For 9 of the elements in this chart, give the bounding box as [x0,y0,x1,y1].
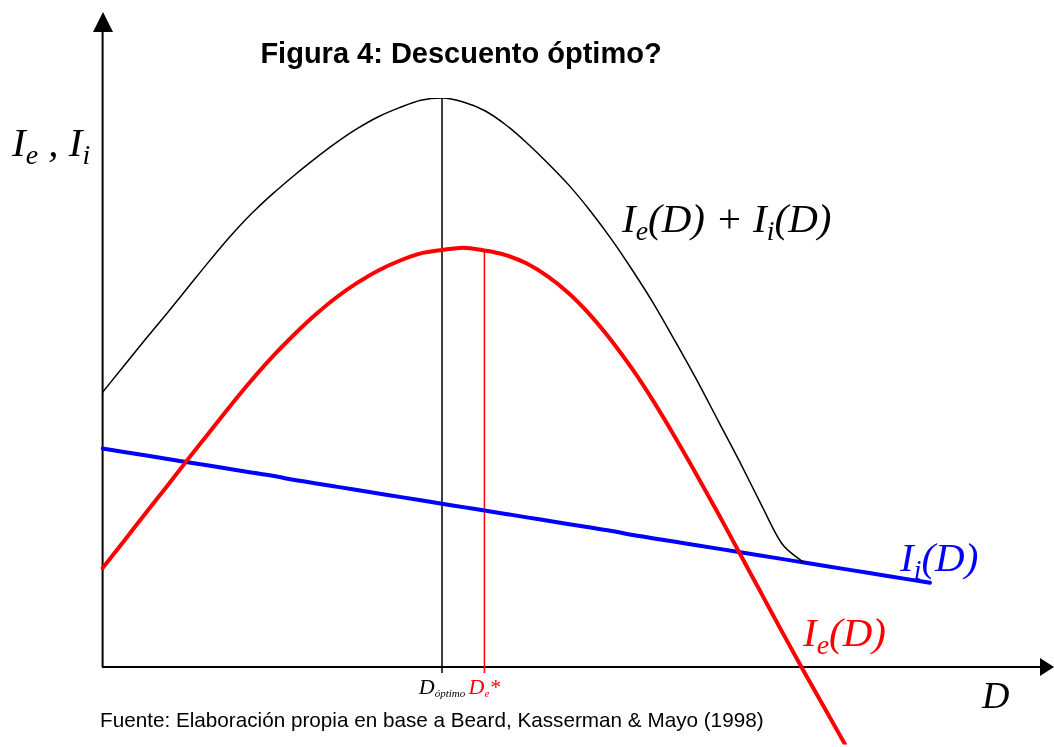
series-label: I$_{e}$(D) [803,608,886,660]
x-axis-title: D [982,674,1010,717]
series-label: I$_{e}$(D) + I$_{i}$(D) [622,194,832,246]
series-label: I$_{i}$(D) [900,533,979,585]
y-axis-title: I$_{e}$ , I$_{i}$ [12,118,91,170]
x-tick-label: D$_{óptimo}$ [418,674,466,700]
annotation: Fuente: Elaboración propia en base a Beard, Kasserman & Mayo (1998) [100,708,764,732]
chart-title: Figura 4: Descuento óptimo? [260,37,662,70]
x-tick-label: D$_{e}$* [468,674,501,700]
